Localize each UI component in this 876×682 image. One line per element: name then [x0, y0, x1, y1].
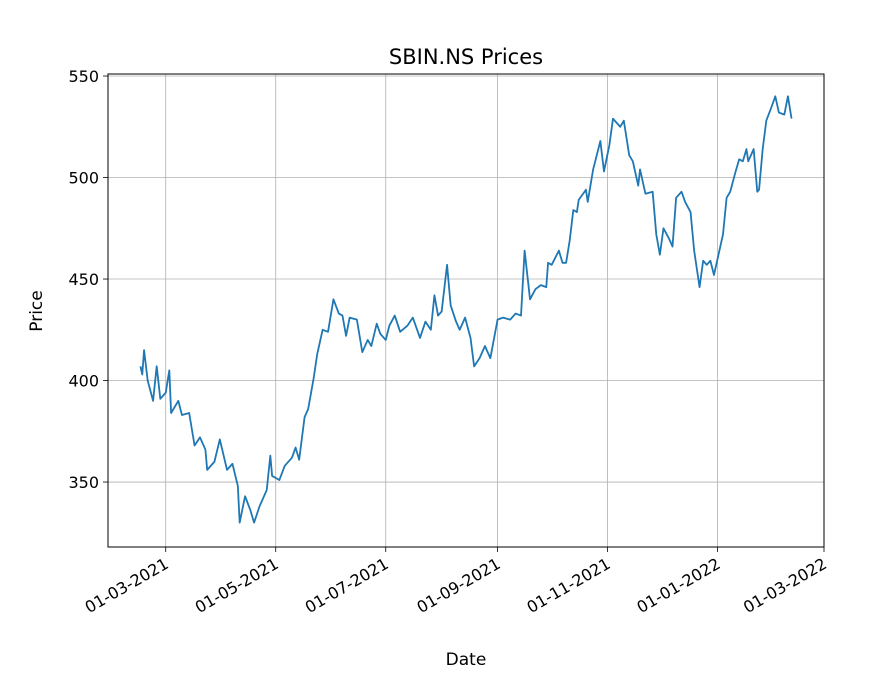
- x-tick-label: 01-03-2021: [82, 554, 172, 617]
- y-tick-label: 400: [68, 372, 99, 391]
- chart-title: SBIN.NS Prices: [389, 45, 543, 69]
- y-tick-label: 450: [68, 270, 99, 289]
- x-tick-label: 01-07-2021: [302, 554, 392, 617]
- x-tick-label: 01-11-2021: [524, 554, 614, 617]
- x-tick-label: 01-01-2022: [634, 554, 724, 617]
- plot-frame: [107, 73, 825, 548]
- price-line: [139, 95, 793, 524]
- x-axis-label: Date: [446, 650, 487, 670]
- x-tick-label: 01-05-2021: [192, 554, 282, 617]
- x-tick-label: 01-09-2021: [414, 554, 504, 617]
- y-axis-label: Price: [27, 290, 47, 331]
- x-tick-label: 01-03-2022: [740, 554, 830, 617]
- y-tick-label: 500: [68, 169, 99, 188]
- y-tick-label: 550: [68, 67, 99, 86]
- y-tick-label: 350: [68, 473, 99, 492]
